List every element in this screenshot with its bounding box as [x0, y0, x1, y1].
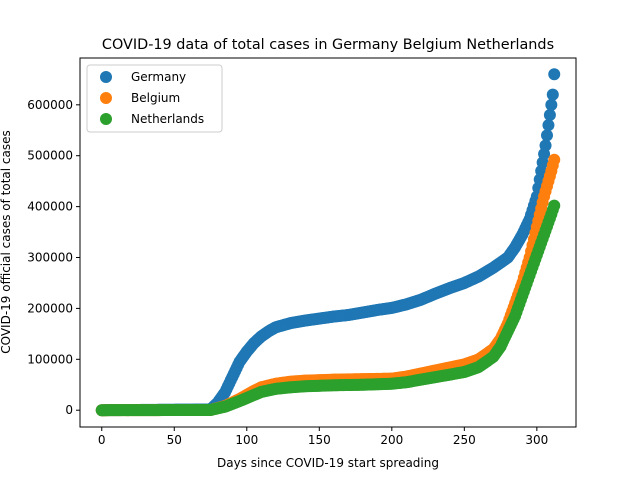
- legend-label-netherlands: Netherlands: [131, 112, 204, 126]
- x-axis-label: Days since COVID-19 start spreading: [217, 456, 439, 470]
- y-tick-label: 500000: [27, 149, 73, 163]
- x-tick-label: 150: [308, 433, 331, 447]
- plot-frame: [79, 57, 577, 428]
- y-tick-label: 300000: [27, 251, 73, 265]
- y-axis-label: COVID-19 official cases of total cases: [0, 130, 13, 354]
- legend-box: [86, 64, 223, 133]
- data-point-germany: [542, 119, 555, 132]
- data-point-belgium: [548, 153, 561, 166]
- legend: Germany Belgium Netherlands: [86, 64, 223, 133]
- data-points: [95, 68, 561, 417]
- x-axis-ticks: 0 50 100 150 200 250 300: [98, 427, 548, 447]
- chart-title: COVID-19 data of total cases in Germany …: [102, 37, 554, 53]
- x-tick-label: 200: [380, 433, 403, 447]
- y-tick-label: 0: [65, 403, 73, 417]
- y-tick-label: 400000: [27, 200, 73, 214]
- y-tick-label: 200000: [27, 301, 73, 315]
- legend-label-germany: Germany: [131, 70, 186, 84]
- data-point-germany: [540, 129, 553, 142]
- data-point-germany: [539, 139, 552, 152]
- y-axis-ticks: 0 100000 200000 300000 400000 500000 600000: [27, 98, 80, 417]
- x-tick-label: 0: [98, 433, 106, 447]
- legend-marker-belgium: [100, 92, 112, 104]
- data-point-germany: [548, 68, 561, 81]
- x-tick-label: 250: [453, 433, 476, 447]
- legend-label-belgium: Belgium: [131, 91, 180, 105]
- data-point-germany: [543, 109, 556, 122]
- series-netherlands: [95, 199, 561, 417]
- data-point-germany: [545, 98, 558, 111]
- x-tick-label: 50: [167, 433, 182, 447]
- x-tick-label: 300: [525, 433, 548, 447]
- x-tick-label: 100: [235, 433, 258, 447]
- y-tick-label: 600000: [27, 98, 73, 112]
- y-tick-label: 100000: [27, 352, 73, 366]
- legend-marker-germany: [100, 71, 112, 83]
- legend-marker-netherlands: [100, 113, 112, 125]
- data-point-netherlands: [548, 199, 561, 212]
- data-point-germany: [546, 88, 559, 101]
